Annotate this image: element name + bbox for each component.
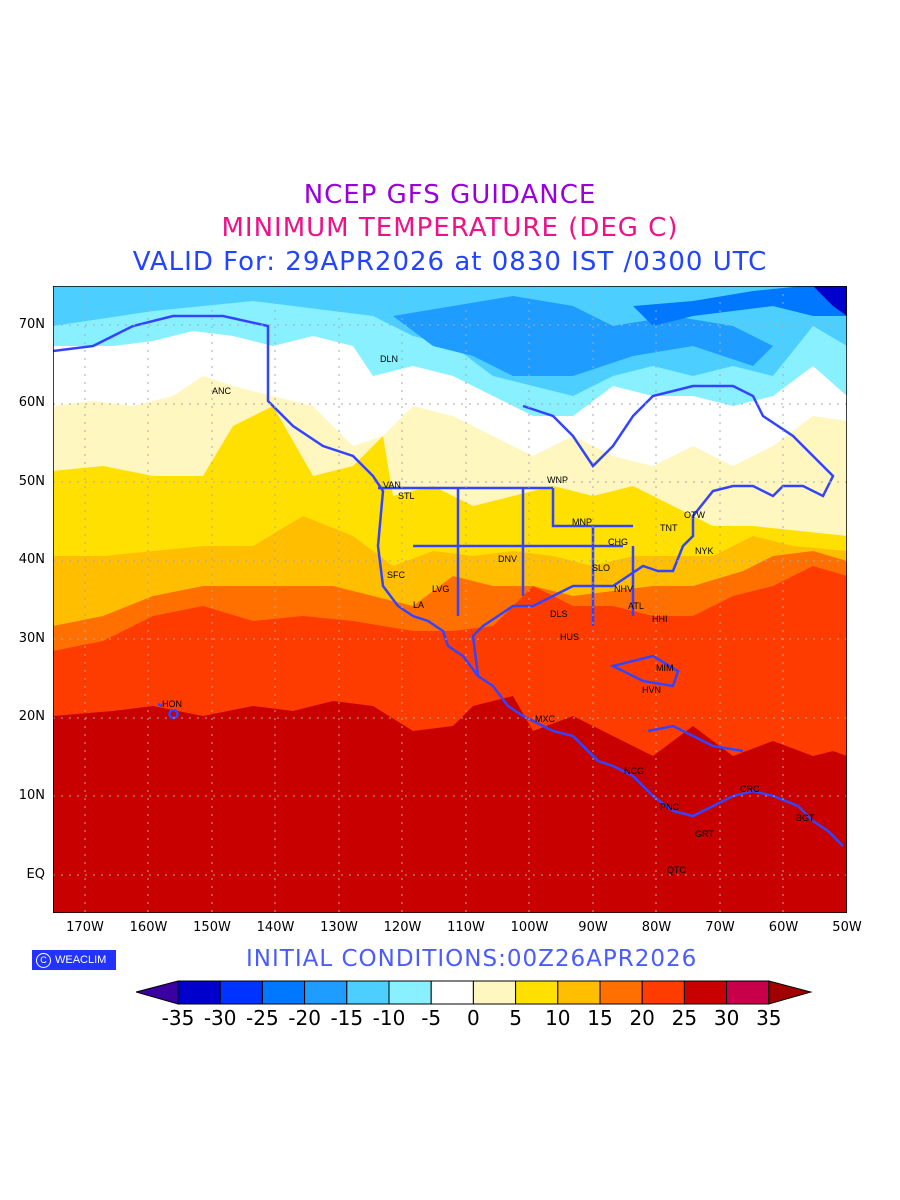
lon-label: 160W: [129, 920, 168, 935]
city-label: DNV: [498, 554, 518, 564]
initial-conditions: INITIAL CONDITIONS:00Z26APR2026: [246, 946, 698, 972]
colorbar-label: 20: [629, 1006, 655, 1030]
temperature-map: [53, 286, 847, 913]
city-label: NHV: [614, 584, 634, 594]
city-label: BGT: [796, 813, 815, 823]
lat-label: EQ: [26, 867, 45, 882]
colorbar-label: -20: [288, 1006, 321, 1030]
colorbar-high-arrow: [768, 980, 813, 1005]
lat-label: 20N: [18, 709, 45, 724]
city-label: HUS: [560, 632, 580, 642]
grid-lines: [53, 286, 847, 913]
colorbar-label: 35: [756, 1006, 782, 1030]
lon-label: 110W: [447, 920, 485, 935]
colorbar-label: 0: [467, 1006, 480, 1030]
title-variable: MINIMUM TEMPERATURE (DEG C): [221, 213, 679, 243]
colorbar-label: -30: [203, 1006, 237, 1030]
lon-label: 70W: [705, 920, 735, 935]
colorbar-label: -25: [246, 1006, 279, 1030]
city-label: GRT: [695, 829, 714, 839]
colorbar-swatch: [683, 980, 728, 1005]
city-label: LA: [413, 600, 425, 610]
colorbar-label: -35: [161, 1006, 195, 1030]
colorbar-label: 30: [713, 1006, 740, 1030]
lat-label: 60N: [18, 395, 45, 410]
lat-label: 70N: [18, 317, 45, 332]
city-label: DLN: [380, 354, 399, 364]
city-label: STL: [398, 491, 415, 501]
colorbar-swatch: [219, 980, 263, 1005]
city-label: CRC: [740, 784, 760, 794]
colorbar-low-arrow: [136, 980, 179, 1005]
title-model: NCEP GFS GUIDANCE: [303, 180, 597, 210]
colorbar-swatch: [557, 980, 601, 1005]
colorbar-swatch: [346, 980, 390, 1005]
city-label: SFC: [387, 570, 405, 580]
city-label: NYK: [695, 546, 714, 556]
logo-text: WEACLIM: [55, 954, 107, 966]
colorbar-label: -10: [372, 1006, 406, 1030]
city-label: HON: [162, 699, 182, 709]
colorbar: [136, 980, 813, 1005]
city-label: LVG: [432, 584, 450, 594]
colorbar-swatch: [261, 980, 306, 1005]
band-minus20-minus15: [393, 296, 773, 376]
colorbar-swatch: [430, 980, 474, 1005]
city-label: WNP: [547, 475, 568, 485]
city-label: VAN: [383, 480, 401, 490]
city-label: MNP: [572, 517, 592, 527]
colorbar-label: 10: [545, 1006, 571, 1030]
lat-label: 30N: [18, 631, 45, 646]
lon-label: 80W: [641, 920, 672, 935]
lon-label: 130W: [320, 920, 358, 935]
colorbar-swatch: [304, 980, 348, 1005]
colorbar-label: -15: [330, 1006, 364, 1030]
colorbar-label: 5: [509, 1006, 522, 1030]
city-label: SLO: [592, 563, 611, 573]
colorbar-label: 15: [587, 1006, 613, 1030]
lat-label: 50N: [18, 474, 45, 489]
lon-label: 60W: [768, 920, 799, 935]
city-label: PNC: [660, 802, 680, 812]
lon-label: 50W: [832, 920, 862, 935]
city-label: QTO: [667, 865, 687, 875]
colorbar-swatch: [515, 980, 559, 1005]
city-label: MIM: [656, 663, 674, 673]
colorbar-swatch: [726, 980, 770, 1005]
colorbar-label: -5: [421, 1006, 442, 1030]
band-minus30-minus25: [813, 286, 847, 316]
colorbar-swatch: [177, 980, 221, 1005]
city-label: HVN: [642, 685, 662, 695]
city-label: DLS: [550, 609, 568, 619]
colorbar-swatch: [472, 980, 517, 1005]
city-label: MXC: [535, 714, 555, 724]
copyright-icon: C: [36, 952, 51, 968]
title-valid-time: VALID For: 29APR2026 at 0830 IST /0300 U…: [132, 247, 768, 277]
lon-label: 140W: [256, 920, 295, 935]
lon-label: 150W: [193, 920, 231, 935]
lon-label: 170W: [66, 920, 104, 935]
city-label: CHG: [608, 537, 628, 547]
city-label: HHI: [652, 614, 668, 624]
band-minus25-minus20: [633, 286, 847, 326]
lon-label: 100W: [510, 920, 549, 935]
colorbar-swatch: [599, 980, 643, 1005]
lon-label: 90W: [578, 920, 608, 935]
city-label: ATL: [628, 601, 644, 611]
city-label: ANC: [212, 386, 232, 396]
colorbar-label: 25: [671, 1006, 698, 1030]
lat-label: 40N: [18, 552, 45, 567]
weaclim-logo: C WEACLIM: [32, 950, 116, 970]
lat-label: 10N: [18, 788, 45, 803]
lon-label: 120W: [383, 920, 422, 935]
colorbar-swatch: [388, 980, 432, 1005]
city-label: NCG: [624, 766, 644, 776]
city-label: OTW: [684, 510, 705, 520]
city-label: TNT: [660, 523, 678, 533]
colorbar-swatch: [641, 980, 685, 1005]
